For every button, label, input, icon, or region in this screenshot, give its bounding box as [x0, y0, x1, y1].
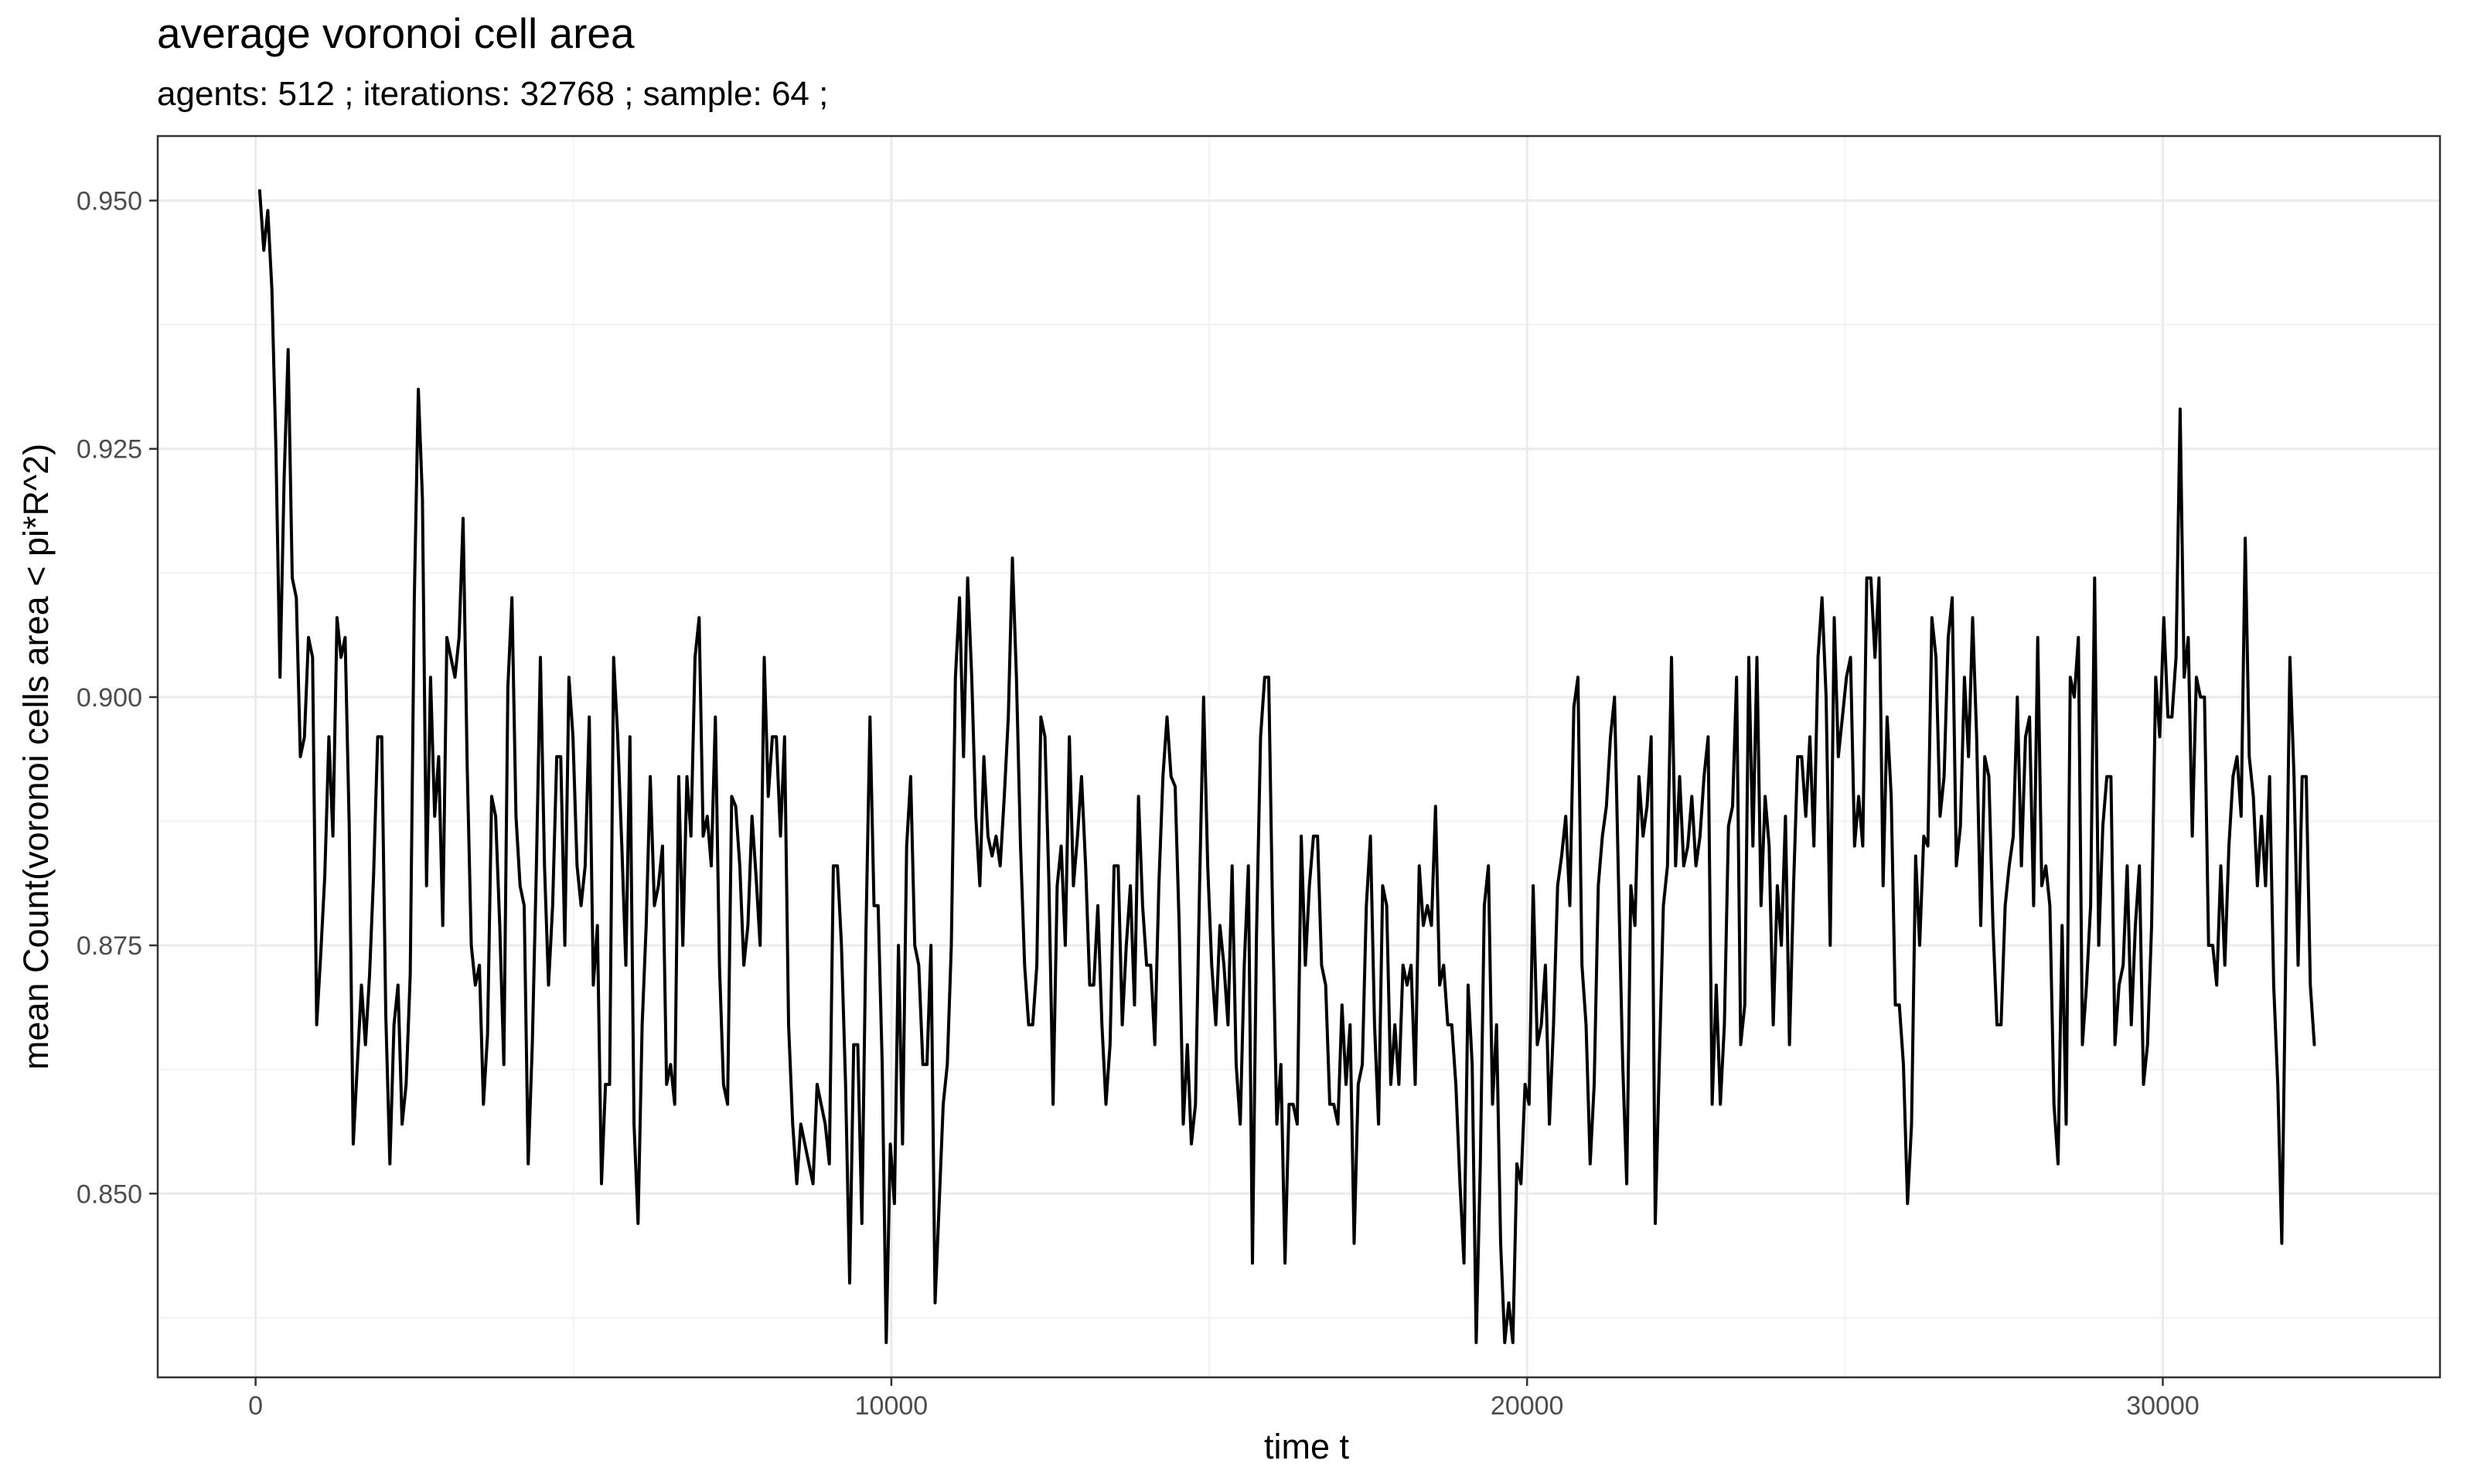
x-tick-label: 0	[248, 1391, 263, 1421]
x-axis-title: time t	[1264, 1427, 1350, 1466]
x-tick-label: 10000	[855, 1391, 929, 1421]
y-tick-label: 0.900	[77, 683, 142, 713]
chart-subtitle: agents: 512 ; iterations: 32768 ; sample…	[157, 75, 828, 113]
y-tick-label: 0.875	[77, 931, 142, 961]
x-tick-label: 20000	[1491, 1391, 1564, 1421]
y-tick-label: 0.925	[77, 435, 142, 465]
series-line	[257, 189, 2316, 1344]
x-axis-ticks: 0 10000 20000 30000	[248, 1377, 2200, 1421]
y-tick-label: 0.950	[77, 187, 142, 216]
y-axis-ticks: 0.850 0.875 0.900 0.925 0.950	[77, 187, 158, 1209]
x-tick-label: 30000	[2126, 1391, 2200, 1421]
y-axis-title: mean Count(voronoi cells area < pi*R^2)	[16, 444, 56, 1070]
plot-panel-border	[156, 134, 2442, 1379]
y-tick-label: 0.850	[77, 1179, 142, 1209]
chart-title: average voronoi cell area	[157, 9, 635, 57]
minor-gridlines	[158, 136, 2440, 1377]
